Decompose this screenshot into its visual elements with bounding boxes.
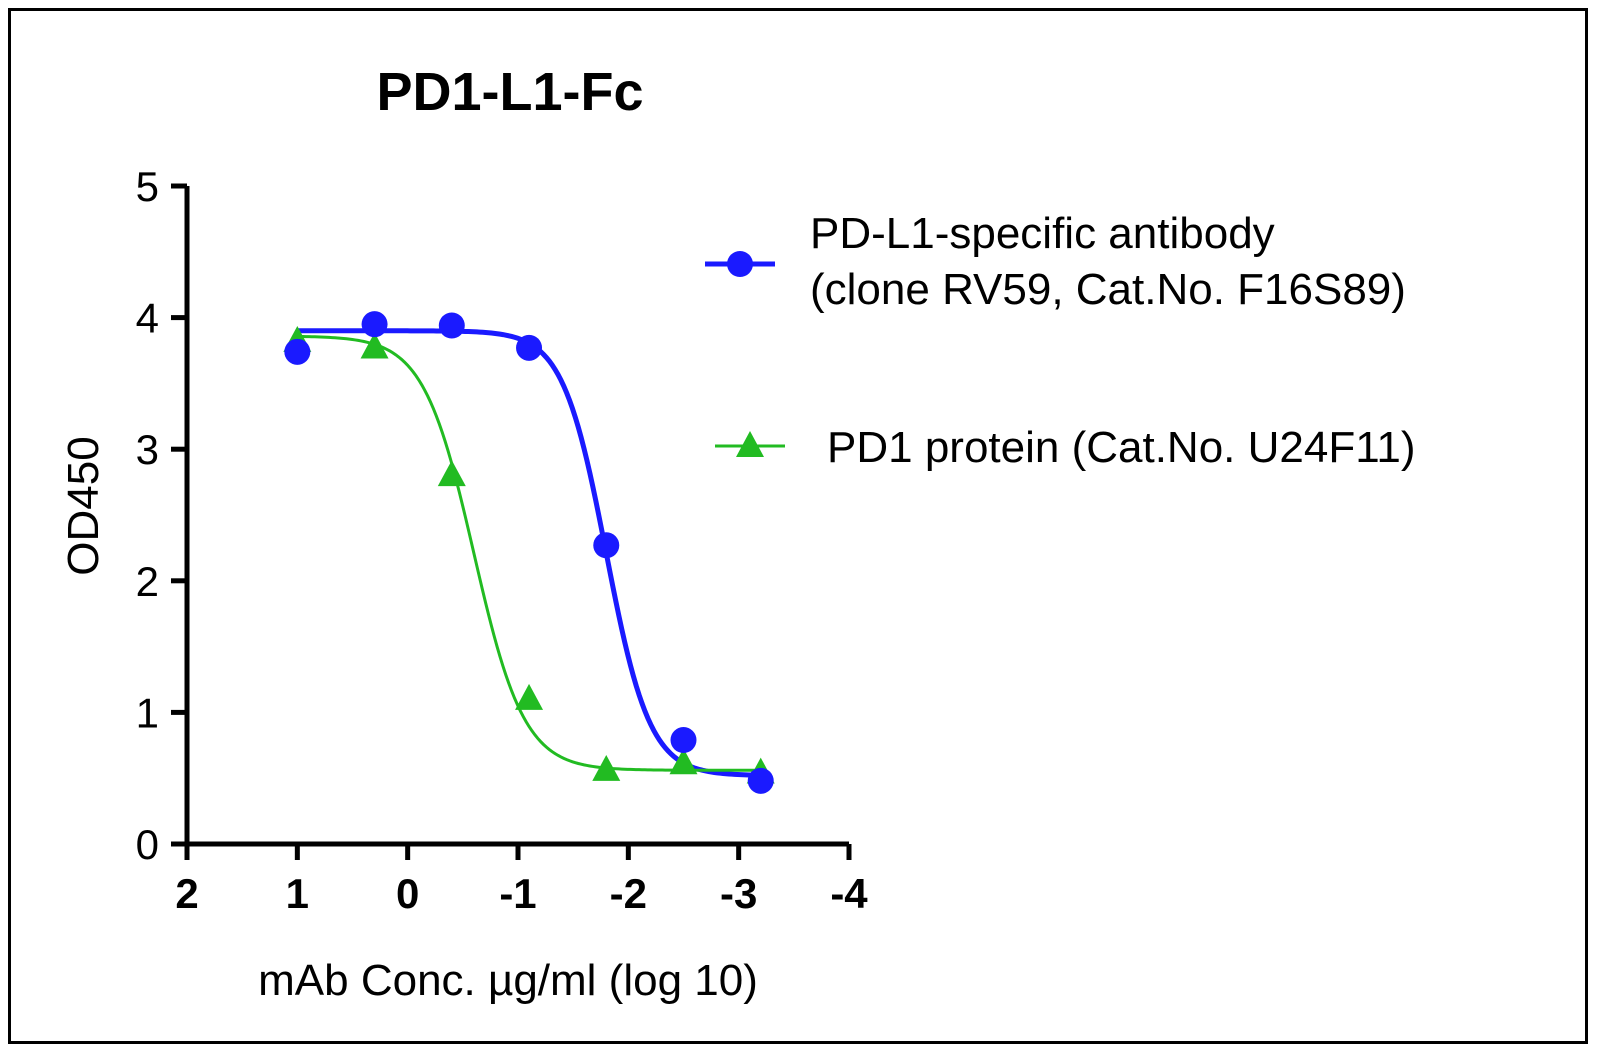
x-tick-label: -3 — [720, 870, 757, 917]
data-point-series-1 — [284, 338, 311, 365]
x-tick-label: 0 — [396, 870, 419, 917]
data-point-series-1 — [438, 312, 465, 339]
y-tick-label: 1 — [136, 689, 159, 736]
legend-label-series-1-line2: (clone RV59, Cat.No. F16S89) — [810, 265, 1406, 314]
y-tick-label: 5 — [136, 163, 159, 210]
y-axis-label: OD450 — [59, 436, 108, 575]
legend-label-series-2: PD1 protein (Cat.No. U24F11) — [827, 423, 1416, 472]
x-tick-label: 2 — [175, 870, 198, 917]
chart-title: PD1-L1-Fc — [376, 62, 643, 122]
data-point-series-1 — [516, 334, 543, 361]
data-point-series-2 — [437, 460, 466, 487]
data-point-series-1 — [361, 311, 388, 338]
data-points — [283, 311, 775, 794]
x-axis-ticks: 2 1 0 -1 -2 -3 -4 — [175, 844, 868, 917]
y-axis-ticks: 0 1 2 3 4 5 — [136, 163, 187, 868]
x-tick-label: -1 — [499, 870, 536, 917]
y-tick-label: 4 — [136, 295, 159, 342]
y-tick-label: 0 — [136, 821, 159, 868]
data-point-series-2 — [592, 754, 621, 781]
x-tick-label: 1 — [286, 870, 309, 917]
legend-marker-series-1 — [727, 251, 753, 277]
y-tick-label: 3 — [136, 426, 159, 473]
data-point-series-1 — [593, 532, 620, 559]
legend-marker-series-2 — [736, 431, 764, 457]
x-tick-label: -2 — [610, 870, 647, 917]
legend-label-series-1: PD-L1-specific antibody — [810, 209, 1275, 258]
data-point-series-2 — [360, 332, 389, 359]
y-tick-label: 2 — [136, 558, 159, 605]
axes — [184, 186, 849, 847]
data-point-series-2 — [669, 748, 698, 775]
data-point-series-2 — [515, 683, 544, 710]
chart-frame — [8, 8, 1588, 1044]
data-point-series-1 — [670, 727, 697, 754]
x-axis-label: mAb Conc. µg/ml (log 10) — [258, 956, 758, 1005]
data-point-series-1 — [747, 767, 774, 794]
x-tick-label: -4 — [830, 870, 868, 917]
legend: PD-L1-specific antibody (clone RV59, Cat… — [705, 209, 1416, 472]
